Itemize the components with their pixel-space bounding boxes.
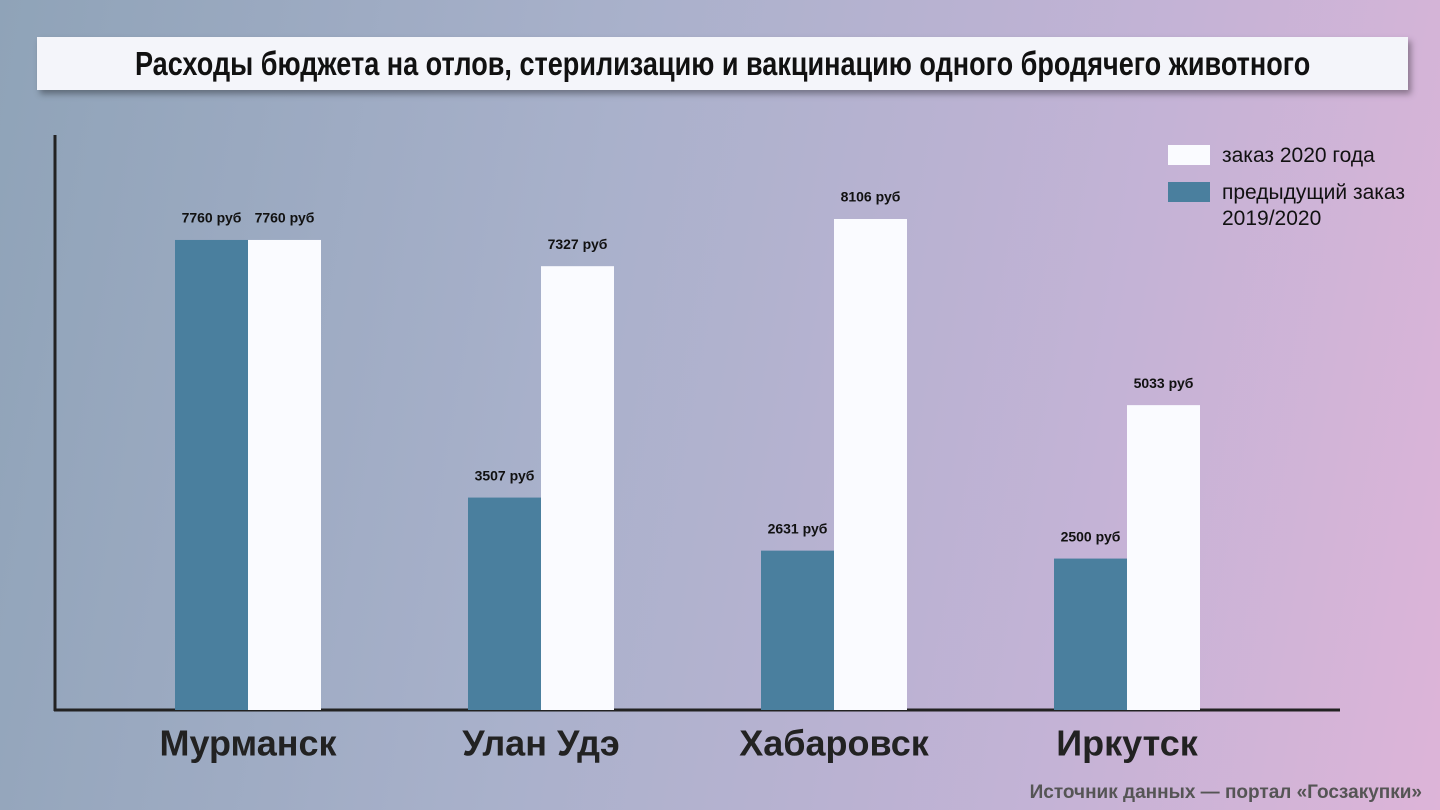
bar — [761, 550, 834, 710]
value-label: 7760 руб — [255, 210, 315, 226]
bar — [1054, 558, 1127, 710]
legend-label: предыдущий заказ 2019/2020 — [1222, 181, 1405, 230]
value-label: 7760 руб — [182, 210, 242, 226]
bar — [248, 239, 321, 710]
legend-item: заказ 2020 года — [1168, 143, 1422, 169]
source-note: Источник данных — портал «Госзакупки» — [1029, 782, 1422, 803]
x-tick-label: Улан Удэ — [462, 723, 620, 764]
value-label: 2631 руб — [768, 520, 828, 536]
legend-label: заказ 2020 года — [1222, 144, 1375, 167]
bar — [468, 497, 541, 710]
legend-swatch — [1168, 182, 1210, 202]
value-label: 5033 руб — [1134, 375, 1194, 391]
title-box: Расходы бюджета на отлов, стерилизацию и… — [37, 37, 1408, 90]
bar — [541, 266, 614, 710]
bar — [1127, 405, 1200, 710]
value-label: 8106 руб — [841, 189, 901, 205]
chart-title: Расходы бюджета на отлов, стерилизацию и… — [134, 44, 1311, 82]
x-tick-label: Мурманск — [159, 723, 337, 764]
legend-item: предыдущий заказ 2019/2020 — [1168, 180, 1422, 232]
x-tick-label: Иркутск — [1056, 723, 1199, 764]
bar — [175, 239, 248, 710]
value-label: 3507 руб — [475, 467, 535, 483]
value-label: 7327 руб — [548, 236, 608, 252]
legend-swatch — [1168, 145, 1210, 165]
bar — [834, 219, 907, 710]
value-label: 2500 руб — [1061, 528, 1121, 544]
x-tick-label: Хабаровск — [739, 723, 930, 764]
